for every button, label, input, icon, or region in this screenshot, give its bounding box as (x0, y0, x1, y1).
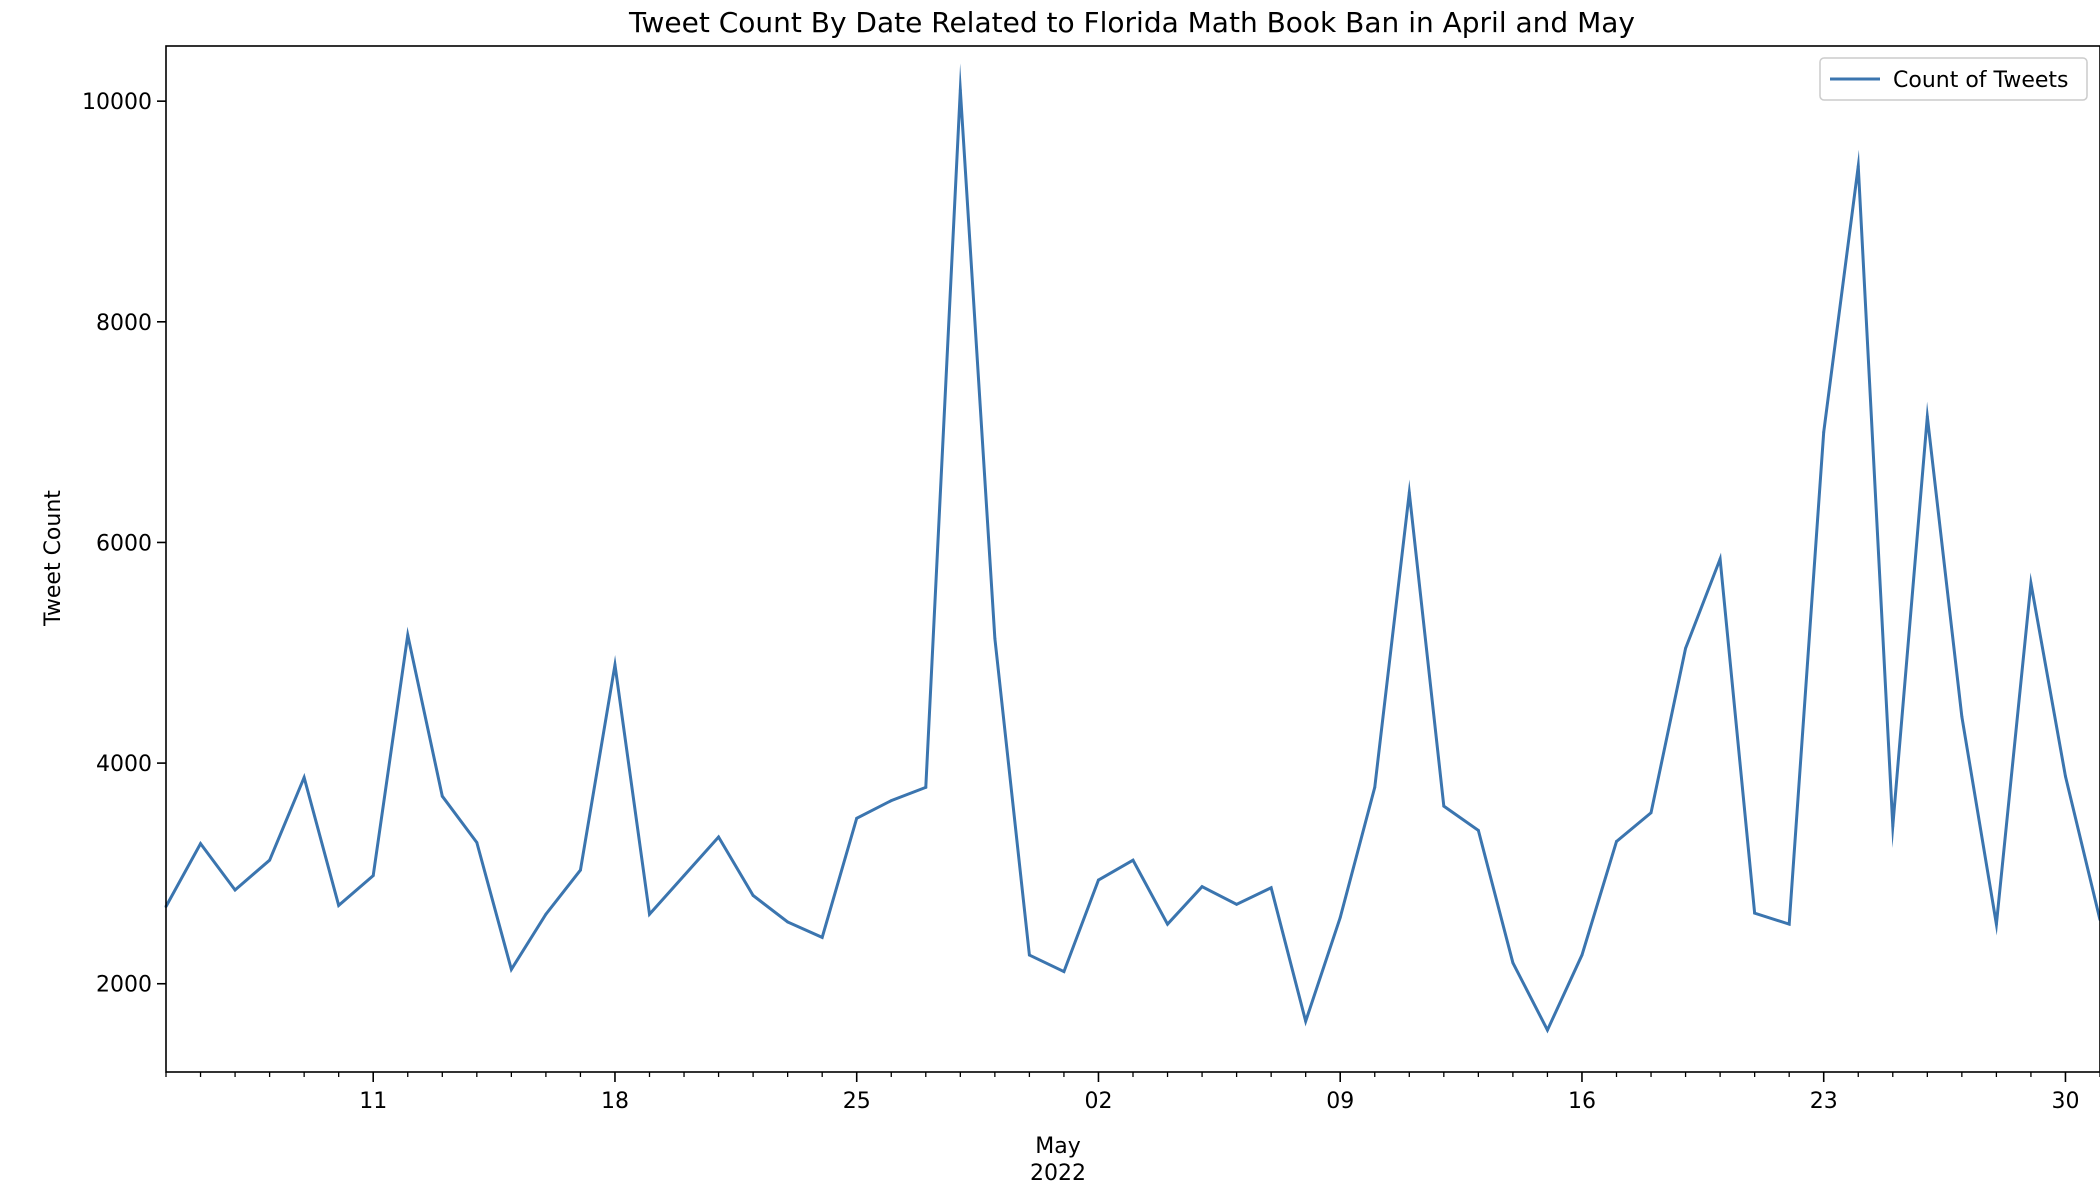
x-tick-label: 18 (601, 1089, 629, 1114)
data-point (1580, 953, 1584, 957)
data-point (1235, 902, 1239, 906)
x-axis-year-label: 2022 (1030, 1161, 1086, 1186)
data-point (1511, 961, 1515, 965)
legend: Count of Tweets (1819, 57, 2088, 101)
data-point (648, 912, 651, 916)
y-axis-ticks: 2000 4000 6000 8000 10000 (82, 90, 166, 998)
data-point (1166, 922, 1169, 926)
data-point (1338, 916, 1342, 919)
data-point (1476, 828, 1480, 832)
data-point (1200, 885, 1204, 889)
data-point (1994, 922, 1998, 926)
data-point (544, 912, 548, 916)
data-point (855, 816, 859, 820)
x-axis-ticks: 11 18 25 02 09 16 23 30 (165, 1072, 2100, 1114)
data-point (371, 874, 375, 878)
data-point (1649, 811, 1653, 815)
data-point (233, 888, 237, 892)
data-point (1925, 415, 1929, 419)
data-point (579, 868, 582, 872)
plot-frame (165, 45, 2100, 1073)
y-tick-label: 8000 (96, 311, 152, 336)
x-axis-month-label: May (1035, 1134, 1080, 1159)
y-tick-label: 10000 (82, 90, 152, 115)
x-tick-label: 23 (1810, 1089, 1838, 1114)
data-point (1373, 785, 1377, 789)
data-point (1718, 557, 1722, 561)
y-tick-label: 4000 (96, 752, 152, 777)
x-tick-label: 25 (843, 1089, 871, 1114)
x-tick-label: 30 (2051, 1089, 2079, 1114)
data-point (1891, 824, 1895, 828)
x-tick-label: 09 (1326, 1089, 1354, 1114)
data-point (1304, 1019, 1308, 1023)
data-point (1062, 970, 1066, 974)
data-point (682, 874, 686, 878)
y-tick-label: 6000 (96, 531, 152, 556)
data-point (786, 920, 790, 924)
data-point (268, 858, 272, 862)
data-point (751, 894, 755, 897)
data-point (1753, 911, 1757, 915)
data-point (2029, 581, 2033, 585)
x-tick-label: 16 (1568, 1089, 1596, 1114)
data-point (1684, 646, 1687, 650)
y-axis-title: Tweet Count (41, 490, 66, 627)
data-point (889, 799, 893, 803)
data-point (1407, 491, 1411, 495)
data-point (1615, 840, 1618, 843)
x-tick-label: 11 (359, 1089, 387, 1114)
legend-label: Count of Tweets (1893, 68, 2068, 93)
data-point (1269, 886, 1273, 890)
data-point (440, 794, 444, 798)
data-point (924, 785, 928, 789)
data-point (958, 88, 962, 92)
data-point (820, 936, 824, 939)
y-tick-label: 2000 (96, 973, 152, 998)
data-point (1027, 953, 1031, 957)
data-point (1442, 804, 1446, 808)
series-layer (164, 63, 2100, 1034)
data-point (406, 633, 410, 637)
data-point (613, 663, 617, 667)
x-tick-label: 02 (1084, 1089, 1112, 1114)
data-point (1822, 430, 1826, 434)
data-point (1097, 878, 1100, 882)
data-point (475, 841, 479, 844)
data-point (1131, 858, 1135, 862)
data-point (717, 835, 720, 839)
legend-box (1819, 57, 2088, 101)
data-point (302, 776, 306, 779)
data-point (1787, 922, 1791, 926)
data-point (1856, 164, 1860, 168)
data-point (199, 842, 202, 846)
data-point (1960, 715, 1964, 719)
chart-title: Tweet Count By Date Related to Florida M… (628, 6, 1635, 39)
data-point (337, 904, 341, 907)
data-point (993, 637, 997, 640)
data-point (509, 968, 513, 971)
data-point (2064, 774, 2067, 778)
data-point (1546, 1028, 1549, 1032)
